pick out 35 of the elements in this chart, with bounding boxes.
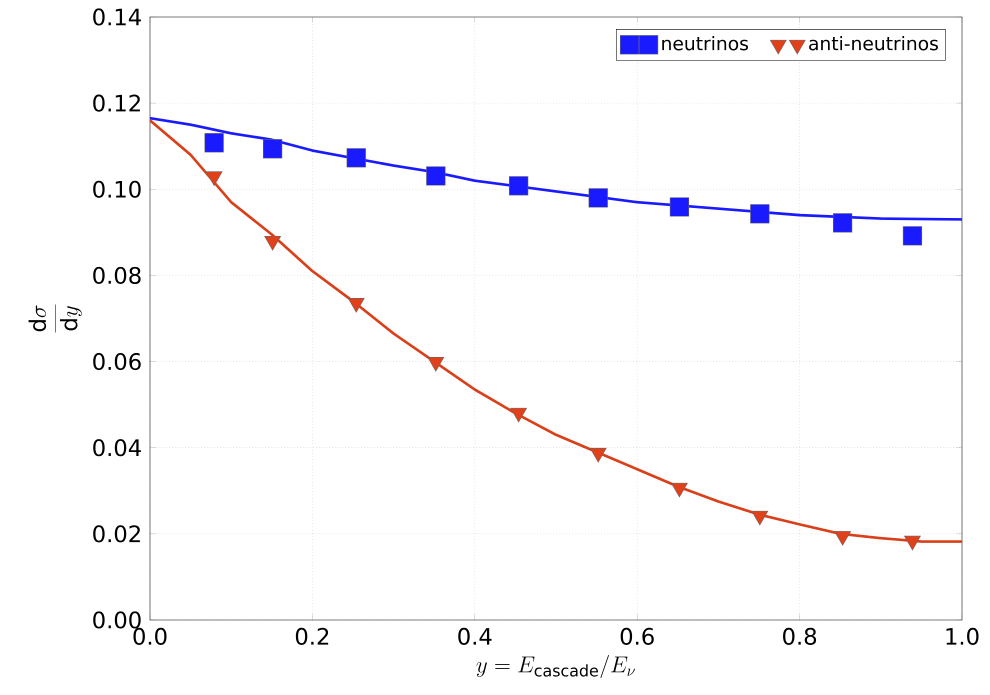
- y-tick-label: 0.02: [93, 525, 140, 542]
- y-tick-label: 0.08: [93, 266, 141, 284]
- point: [904, 536, 921, 550]
- point: [426, 166, 446, 186]
- point: [509, 176, 528, 196]
- point: [902, 226, 922, 246]
- point: [671, 482, 688, 498]
- point: [204, 133, 224, 152]
- x-tick-label: 1.0: [946, 628, 979, 645]
- y-tick-label: 0.00: [93, 611, 141, 629]
- y-tick-label: 0.10: [93, 180, 141, 198]
- point: [588, 188, 608, 208]
- x-tick-label: 0.4: [458, 628, 492, 645]
- y-tick-label: 0.14: [93, 8, 141, 26]
- point: [346, 148, 366, 168]
- point: [590, 448, 607, 462]
- x-tick-label: 0.0: [133, 628, 167, 645]
- point: [750, 204, 770, 224]
- point: [263, 139, 282, 158]
- point: [670, 197, 690, 217]
- point: [510, 408, 527, 422]
- x-tick-label: 0.8: [783, 628, 816, 645]
- y-tick-label: 0.12: [93, 94, 140, 112]
- point: [427, 357, 444, 372]
- point: [751, 510, 768, 526]
- y-tick-label: 0.06: [93, 352, 141, 370]
- point: [833, 213, 852, 232]
- x-tick-label: 0.6: [620, 628, 654, 645]
- y-tick-label: 0.04: [93, 439, 141, 456]
- legend-label: neutrinos: [662, 36, 748, 50]
- x-tick-label: 0.2: [296, 628, 328, 645]
- x-axis-title: $y=E_{\mathrm{cascade}}/E_{\nu}$: [476, 655, 635, 678]
- point: [834, 531, 851, 546]
- y-axis-title: $\frac{\mathrm{d}\sigma}{\mathrm{d}y}$: [28, 304, 82, 333]
- legend-label: anti-neutrinos: [809, 36, 938, 50]
